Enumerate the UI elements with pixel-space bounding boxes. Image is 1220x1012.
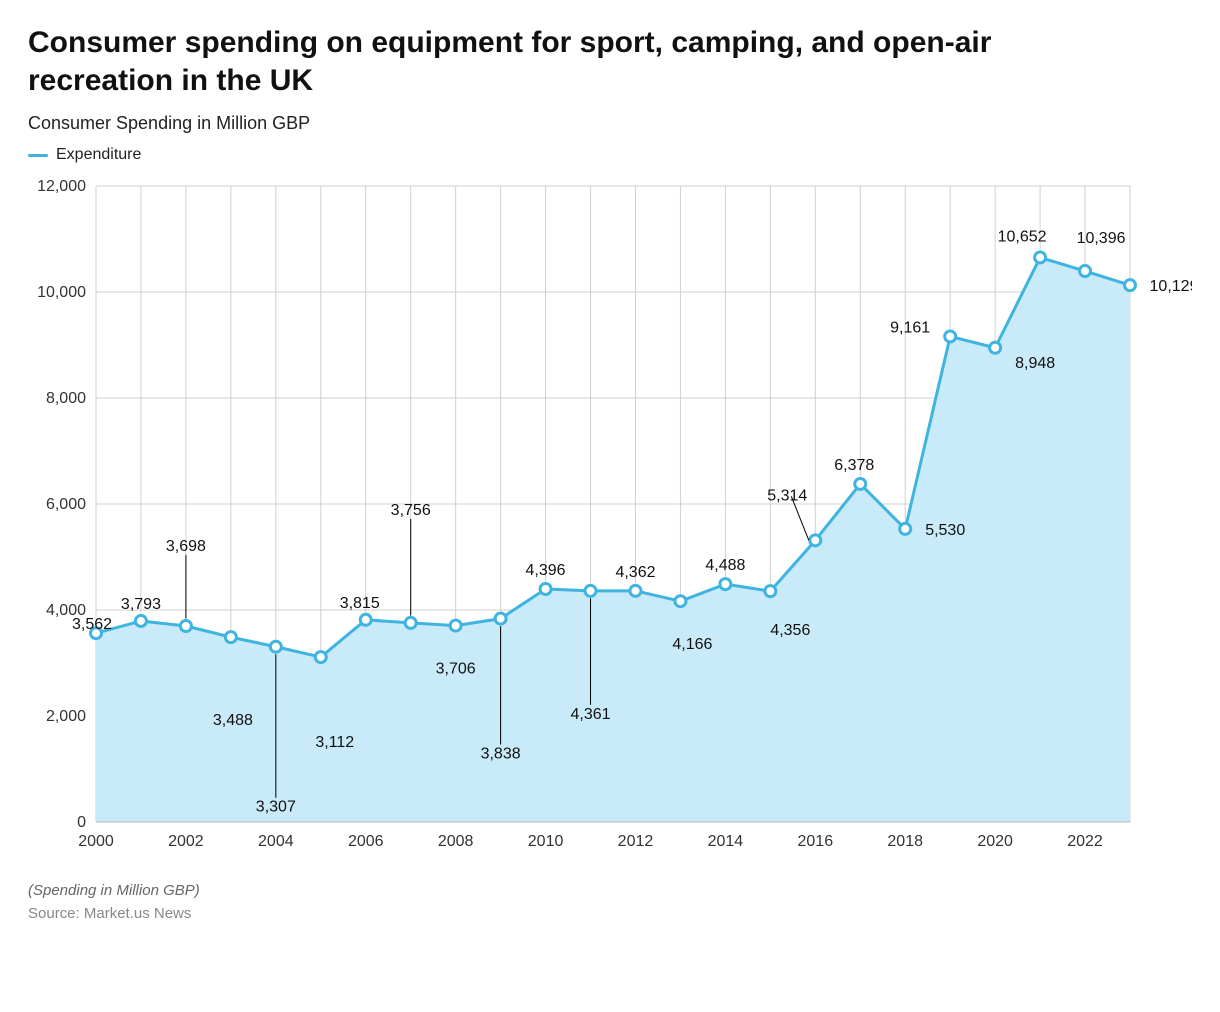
- svg-text:2,000: 2,000: [46, 708, 86, 725]
- svg-text:4,356: 4,356: [770, 622, 810, 639]
- svg-text:2008: 2008: [438, 833, 474, 850]
- line-chart-svg: 02,0004,0006,0008,00010,00012,0002000200…: [28, 174, 1192, 864]
- svg-text:2000: 2000: [78, 833, 114, 850]
- svg-text:3,307: 3,307: [256, 799, 296, 816]
- svg-text:9,161: 9,161: [890, 319, 930, 336]
- svg-text:10,000: 10,000: [37, 284, 86, 301]
- svg-text:2004: 2004: [258, 833, 294, 850]
- svg-text:3,706: 3,706: [436, 661, 476, 678]
- chart-legend: Expenditure: [28, 146, 1192, 164]
- svg-text:8,948: 8,948: [1015, 355, 1055, 372]
- svg-text:3,488: 3,488: [213, 712, 253, 729]
- svg-text:8,000: 8,000: [46, 390, 86, 407]
- svg-text:3,562: 3,562: [72, 616, 112, 633]
- svg-text:2022: 2022: [1067, 833, 1103, 850]
- svg-text:4,361: 4,361: [570, 706, 610, 723]
- svg-text:3,698: 3,698: [166, 538, 206, 555]
- svg-text:2012: 2012: [618, 833, 654, 850]
- svg-text:3,793: 3,793: [121, 596, 161, 613]
- svg-text:3,815: 3,815: [340, 595, 380, 612]
- legend-label: Expenditure: [56, 146, 141, 164]
- svg-text:6,000: 6,000: [46, 496, 86, 513]
- svg-text:10,129: 10,129: [1150, 278, 1192, 295]
- svg-text:2002: 2002: [168, 833, 204, 850]
- chart-source: Source: Market.us News: [28, 905, 1192, 922]
- svg-text:2016: 2016: [798, 833, 834, 850]
- svg-text:3,838: 3,838: [481, 746, 521, 763]
- svg-text:2020: 2020: [977, 833, 1013, 850]
- svg-text:5,314: 5,314: [767, 487, 807, 504]
- svg-text:2006: 2006: [348, 833, 384, 850]
- svg-text:0: 0: [77, 814, 86, 831]
- svg-text:2014: 2014: [708, 833, 744, 850]
- svg-text:2018: 2018: [887, 833, 923, 850]
- chart-subtitle: Consumer Spending in Million GBP: [28, 113, 1192, 134]
- svg-text:10,396: 10,396: [1077, 230, 1126, 247]
- svg-text:4,396: 4,396: [526, 562, 566, 579]
- svg-text:5,530: 5,530: [925, 522, 965, 539]
- svg-text:2010: 2010: [528, 833, 564, 850]
- svg-text:3,756: 3,756: [391, 502, 431, 519]
- svg-text:4,166: 4,166: [672, 636, 712, 653]
- svg-text:4,362: 4,362: [615, 564, 655, 581]
- legend-swatch: [28, 154, 48, 157]
- svg-text:4,488: 4,488: [705, 557, 745, 574]
- svg-text:6,378: 6,378: [834, 457, 874, 474]
- chart-title: Consumer spending on equipment for sport…: [28, 24, 1128, 99]
- svg-text:10,652: 10,652: [998, 228, 1047, 245]
- svg-text:3,112: 3,112: [315, 734, 354, 751]
- svg-text:12,000: 12,000: [37, 178, 86, 195]
- chart-area: 02,0004,0006,0008,00010,00012,0002000200…: [28, 174, 1192, 864]
- chart-footnote: (Spending in Million GBP): [28, 882, 1192, 899]
